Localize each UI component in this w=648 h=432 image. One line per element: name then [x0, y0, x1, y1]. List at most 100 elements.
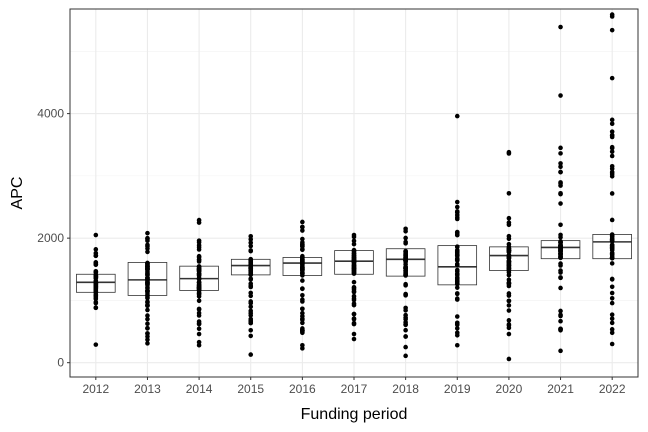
data-point — [300, 342, 305, 348]
data-point — [558, 244, 563, 250]
data-point — [300, 330, 305, 336]
data-point — [196, 326, 202, 331]
data-point — [609, 129, 615, 134]
data-point — [609, 121, 615, 127]
data-point — [506, 191, 512, 196]
x-tick-label: 2022 — [599, 382, 626, 396]
data-point — [558, 313, 563, 319]
data-point — [196, 217, 202, 223]
data-point — [609, 327, 615, 332]
data-point — [93, 262, 99, 267]
data-point — [145, 271, 150, 277]
data-point — [248, 327, 254, 333]
data-point — [403, 312, 408, 318]
data-point — [454, 256, 460, 261]
data-point — [93, 284, 99, 289]
data-point — [454, 271, 460, 277]
data-point — [454, 212, 460, 218]
data-point — [506, 149, 512, 155]
y-axis-title: APC — [9, 177, 26, 210]
data-point — [609, 250, 615, 256]
x-tick-label: 2012 — [82, 382, 109, 396]
data-point — [145, 321, 150, 326]
data-point — [558, 318, 563, 324]
data-point — [196, 286, 202, 291]
data-point — [506, 308, 512, 313]
data-point — [300, 278, 305, 283]
data-point — [196, 271, 202, 277]
data-point — [145, 288, 150, 293]
x-tick-label: 2021 — [547, 382, 574, 396]
data-point — [609, 191, 615, 196]
data-point — [454, 262, 460, 268]
data-point — [248, 293, 254, 299]
data-point — [145, 337, 150, 342]
data-point — [454, 321, 460, 326]
data-point — [454, 248, 460, 253]
data-point — [454, 229, 460, 235]
data-point — [558, 308, 563, 314]
data-point — [609, 261, 615, 266]
data-point — [351, 238, 357, 244]
data-point — [196, 276, 202, 282]
data-point — [506, 293, 512, 298]
data-point — [93, 250, 99, 256]
data-point — [454, 342, 460, 348]
data-point — [145, 331, 150, 336]
data-point — [558, 201, 563, 206]
data-point — [351, 316, 357, 322]
data-point — [403, 239, 408, 245]
data-point — [558, 275, 563, 280]
data-point — [145, 307, 150, 313]
data-point — [506, 215, 512, 221]
data-point — [248, 318, 254, 324]
data-point — [196, 253, 202, 259]
data-point — [248, 313, 254, 318]
data-point — [558, 327, 563, 333]
data-point — [609, 27, 615, 33]
data-point — [609, 300, 615, 306]
data-point — [403, 265, 408, 271]
data-point — [558, 191, 563, 196]
data-point — [558, 24, 563, 30]
data-point — [558, 232, 563, 238]
data-point — [145, 294, 150, 300]
data-point — [558, 93, 563, 98]
data-point — [609, 144, 615, 150]
data-point — [506, 249, 512, 255]
data-point — [300, 306, 305, 312]
data-point — [609, 290, 615, 296]
data-point — [609, 149, 615, 154]
x-tick-label: 2016 — [289, 382, 316, 396]
data-point — [558, 151, 563, 156]
data-point — [196, 267, 202, 272]
data-point — [351, 336, 357, 342]
data-point — [351, 285, 357, 291]
data-point — [609, 316, 615, 321]
data-point — [248, 267, 254, 272]
data-point — [506, 303, 512, 308]
data-point — [196, 282, 202, 288]
data-point — [454, 297, 460, 302]
data-point — [403, 249, 408, 254]
data-point — [609, 12, 615, 17]
data-point — [351, 241, 357, 247]
data-point — [351, 331, 357, 337]
data-point — [248, 272, 254, 277]
data-point — [609, 133, 615, 138]
data-point — [403, 334, 408, 339]
data-point — [248, 281, 254, 287]
x-tick-label: 2019 — [444, 382, 471, 396]
data-point — [93, 275, 99, 281]
data-point — [609, 312, 615, 317]
data-point — [145, 300, 150, 305]
data-point — [403, 281, 408, 287]
data-point — [300, 219, 305, 225]
data-point — [454, 267, 460, 273]
data-point — [145, 242, 150, 248]
data-point — [300, 264, 305, 270]
x-tick-label: 2018 — [392, 382, 419, 396]
data-point — [558, 145, 563, 151]
data-point — [506, 323, 512, 328]
data-point — [145, 260, 150, 266]
